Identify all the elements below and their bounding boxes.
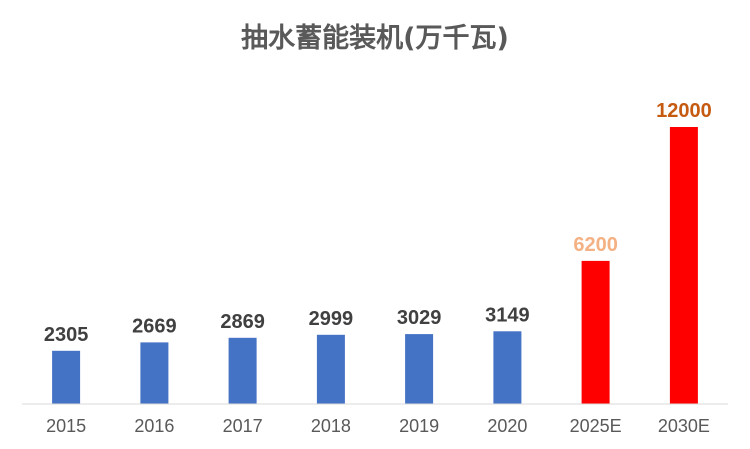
bar-2018 (316, 334, 345, 404)
data-label-2016: 2669 (132, 315, 177, 337)
bar-2015 (52, 350, 81, 404)
data-labels-group: 2305 2669 2869 2999 3029 3149 6200 12000 (44, 100, 712, 346)
data-label-2015: 2305 (44, 324, 89, 346)
bar-2016 (140, 342, 169, 404)
data-label-2018: 2999 (309, 308, 354, 330)
data-label-2025E: 6200 (573, 234, 618, 256)
x-tick-label-2018: 2018 (311, 416, 351, 436)
x-tick-label-2017: 2017 (223, 416, 263, 436)
x-tick-label-2016: 2016 (134, 416, 174, 436)
bar-2030E (669, 127, 698, 404)
bar-2020 (493, 331, 522, 404)
bar-2019 (405, 334, 434, 404)
bar-2025E (581, 260, 610, 404)
x-tick-label-2020: 2020 (487, 416, 527, 436)
data-label-2020: 3149 (485, 304, 530, 326)
chart-title: 抽水蓄能装机(万千瓦) (241, 23, 509, 54)
bars-group (52, 127, 698, 404)
data-label-2019: 3029 (397, 307, 442, 329)
x-tick-labels-group: 2015 2016 2017 2018 2019 2020 2025E 2030E (46, 416, 710, 436)
data-label-2017: 2869 (220, 311, 265, 333)
data-label-2030E: 12000 (656, 100, 712, 122)
bar-2017 (228, 337, 257, 404)
x-tick-label-2025E: 2025E (570, 416, 622, 436)
x-tick-label-2015: 2015 (46, 416, 86, 436)
x-tick-label-2019: 2019 (399, 416, 439, 436)
x-tick-label-2030E: 2030E (658, 416, 710, 436)
